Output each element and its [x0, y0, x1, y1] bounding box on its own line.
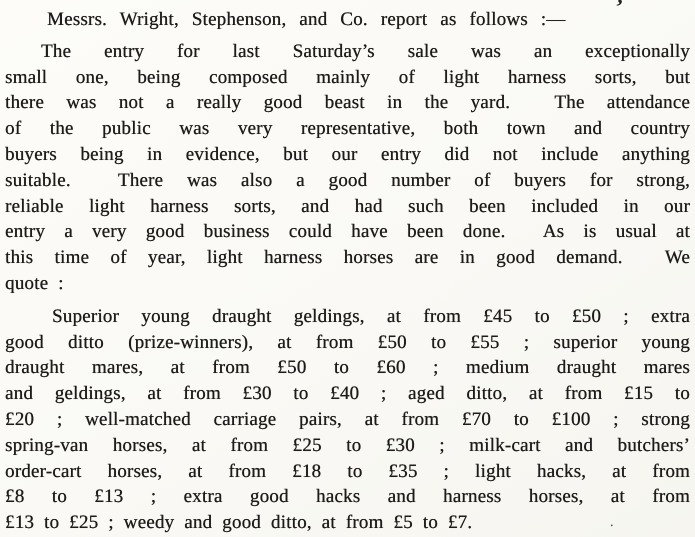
- text-line: and geldings, at from £30 to £40 ; aged …: [5, 383, 690, 405]
- text-line: this time of year, light harness horses …: [5, 247, 690, 269]
- text-line: spring-van horses, at from £25 to £30 ; …: [5, 434, 690, 456]
- text-line: of the public was very representative, b…: [5, 118, 690, 140]
- text-line: £20 ; well-matched carriage pairs, at fr…: [5, 408, 690, 430]
- text-line: suitable. There was also a good number o…: [5, 169, 690, 191]
- text-line: order-cart horses, at from £18 to £35 ; …: [5, 460, 690, 482]
- text-line: £13 to £25 ; weedy and good ditto, at fr…: [5, 512, 473, 534]
- paragraph-market-summary: The entry for last Saturday’s sale was a…: [5, 39, 690, 297]
- text-line: there was not a really good beast in the…: [5, 92, 690, 114]
- paragraph-report-intro: Messrs. Wright, Stephenson, and Co. repo…: [5, 7, 690, 33]
- scan-artifact-dot: .: [610, 515, 614, 530]
- text-line: good ditto (prize-winners), at from £50 …: [5, 331, 690, 353]
- text-line: reliable light harness sorts, and had su…: [5, 195, 690, 217]
- text-line: draught mares, at from £50 to £60 ; medi…: [5, 357, 690, 379]
- text-line: quote :: [5, 272, 64, 294]
- text-line: Superior young draught geldings, at from…: [52, 305, 690, 327]
- paragraph-price-quotes: Superior young draught geldings, at from…: [5, 304, 690, 536]
- text-line: buyers being in evidence, but our entry …: [5, 143, 690, 165]
- text-line: Messrs. Wright, Stephenson, and Co. repo…: [47, 9, 566, 30]
- text-line: The entry for last Saturday’s sale was a…: [41, 40, 690, 62]
- text-line: small one, being composed mainly of ligh…: [5, 66, 690, 88]
- text-line: entry a very good business could have be…: [5, 221, 690, 243]
- text-line: £8 to £13 ; extra good hacks and harness…: [5, 486, 690, 508]
